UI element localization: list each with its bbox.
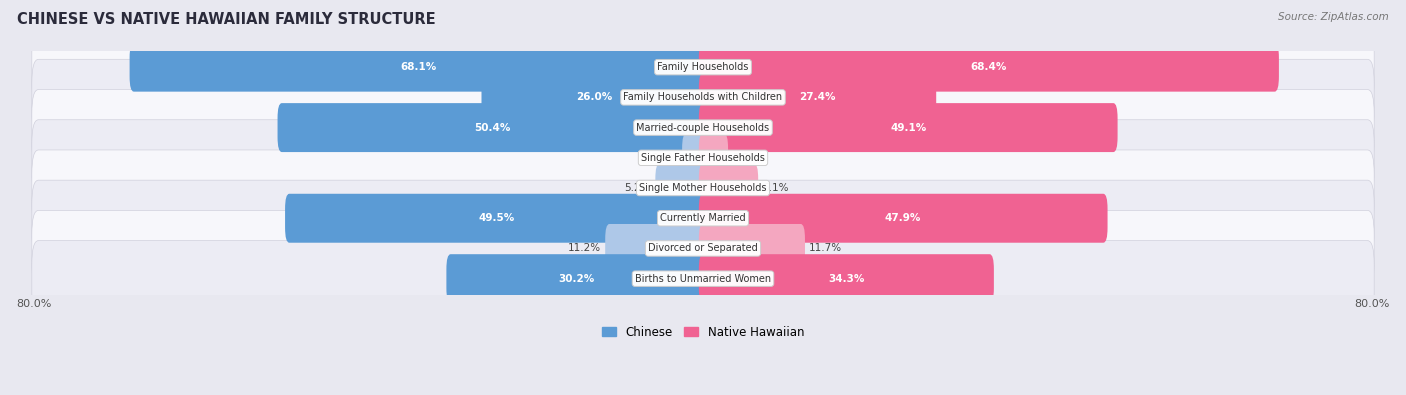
FancyBboxPatch shape — [699, 164, 758, 213]
Text: 2.0%: 2.0% — [651, 153, 678, 163]
FancyBboxPatch shape — [699, 43, 1279, 92]
Text: Family Households with Children: Family Households with Children — [623, 92, 783, 102]
FancyBboxPatch shape — [285, 194, 707, 243]
FancyBboxPatch shape — [699, 224, 806, 273]
FancyBboxPatch shape — [699, 134, 728, 182]
FancyBboxPatch shape — [277, 103, 707, 152]
FancyBboxPatch shape — [32, 150, 1374, 226]
Text: 27.4%: 27.4% — [799, 92, 835, 102]
FancyBboxPatch shape — [32, 180, 1374, 256]
FancyBboxPatch shape — [605, 224, 707, 273]
Text: 68.4%: 68.4% — [970, 62, 1007, 72]
FancyBboxPatch shape — [699, 73, 936, 122]
FancyBboxPatch shape — [129, 43, 707, 92]
Text: 26.0%: 26.0% — [576, 92, 613, 102]
Text: 11.2%: 11.2% — [568, 243, 600, 254]
Text: 47.9%: 47.9% — [884, 213, 921, 223]
Text: Births to Unmarried Women: Births to Unmarried Women — [636, 274, 770, 284]
Text: Single Father Households: Single Father Households — [641, 153, 765, 163]
Text: 2.5%: 2.5% — [733, 153, 759, 163]
FancyBboxPatch shape — [32, 241, 1374, 317]
FancyBboxPatch shape — [32, 120, 1374, 196]
FancyBboxPatch shape — [32, 211, 1374, 286]
Text: Family Households: Family Households — [658, 62, 748, 72]
Text: Divorced or Separated: Divorced or Separated — [648, 243, 758, 254]
Text: CHINESE VS NATIVE HAWAIIAN FAMILY STRUCTURE: CHINESE VS NATIVE HAWAIIAN FAMILY STRUCT… — [17, 12, 436, 27]
Text: 34.3%: 34.3% — [828, 274, 865, 284]
Text: 30.2%: 30.2% — [558, 274, 595, 284]
FancyBboxPatch shape — [446, 254, 707, 303]
FancyBboxPatch shape — [32, 59, 1374, 135]
Text: 11.7%: 11.7% — [808, 243, 842, 254]
Text: 6.1%: 6.1% — [762, 183, 789, 193]
Text: Married-couple Households: Married-couple Households — [637, 122, 769, 133]
Legend: Chinese, Native Hawaiian: Chinese, Native Hawaiian — [598, 321, 808, 343]
FancyBboxPatch shape — [699, 194, 1108, 243]
FancyBboxPatch shape — [699, 103, 1118, 152]
FancyBboxPatch shape — [32, 29, 1374, 105]
FancyBboxPatch shape — [655, 164, 707, 213]
FancyBboxPatch shape — [32, 90, 1374, 166]
Text: Source: ZipAtlas.com: Source: ZipAtlas.com — [1278, 12, 1389, 22]
FancyBboxPatch shape — [682, 134, 707, 182]
Text: 68.1%: 68.1% — [401, 62, 436, 72]
Text: 50.4%: 50.4% — [474, 122, 510, 133]
Text: 49.5%: 49.5% — [478, 213, 515, 223]
Text: Single Mother Households: Single Mother Households — [640, 183, 766, 193]
FancyBboxPatch shape — [699, 254, 994, 303]
Text: 5.2%: 5.2% — [624, 183, 651, 193]
Text: Currently Married: Currently Married — [661, 213, 745, 223]
Text: 49.1%: 49.1% — [890, 122, 927, 133]
FancyBboxPatch shape — [481, 73, 707, 122]
